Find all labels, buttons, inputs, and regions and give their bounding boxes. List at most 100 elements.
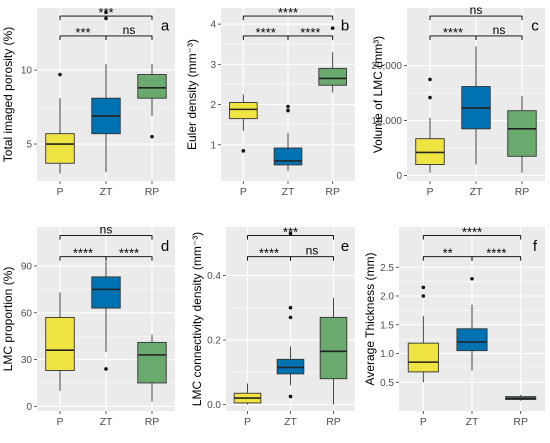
bracket-line bbox=[429, 15, 523, 21]
significance-label: *** bbox=[283, 225, 298, 240]
y-tick-label: 20,000 bbox=[371, 61, 402, 72]
significance-label: ns bbox=[493, 23, 506, 37]
bracket-line bbox=[287, 35, 334, 40]
box-p bbox=[45, 72, 75, 174]
iqr-box bbox=[137, 74, 167, 99]
iqr-box bbox=[137, 341, 167, 384]
outlier-point bbox=[428, 77, 432, 82]
bracket-line bbox=[59, 235, 153, 240]
outlier-point bbox=[104, 16, 108, 21]
x-tick-label-p: P bbox=[56, 186, 63, 198]
y-tick-label: 1.0 bbox=[380, 349, 394, 360]
x-tick-label-rp: RP bbox=[145, 186, 160, 198]
box-p bbox=[45, 292, 75, 391]
panel-letter: a bbox=[161, 17, 170, 34]
bracket-line bbox=[422, 235, 522, 240]
x-tick-label-rp: RP bbox=[145, 416, 160, 428]
y-tick-label: 10,000 bbox=[371, 116, 402, 127]
box-p bbox=[407, 285, 439, 383]
iqr-box bbox=[456, 328, 488, 352]
outlier-point bbox=[104, 10, 108, 15]
outlier-point bbox=[286, 104, 290, 109]
panel-e: 0.0 0.2 0.4 P ZT RP LMC connectivity density (… bbox=[190, 225, 355, 428]
significance-bracket: ns bbox=[59, 223, 153, 240]
panel-letter: d bbox=[161, 238, 169, 255]
y-tick-label: 0 bbox=[26, 402, 32, 413]
bracket-line bbox=[242, 15, 334, 21]
significance-label: ns bbox=[470, 3, 483, 17]
box-rp bbox=[505, 394, 537, 401]
y-axis-title: Volume of LMC (mm³) bbox=[371, 36, 385, 153]
iqr-box bbox=[276, 358, 305, 375]
outlier-point bbox=[470, 276, 474, 281]
panel-letter: f bbox=[533, 238, 538, 255]
outlier-point bbox=[421, 294, 426, 298]
box-zt bbox=[461, 46, 491, 165]
y-tick-label: 1.5 bbox=[380, 320, 394, 331]
y-tick-label: 4 bbox=[210, 20, 216, 31]
box-zt bbox=[276, 231, 305, 399]
x-tick-label-p: P bbox=[244, 416, 251, 428]
y-tick-label: 5 bbox=[26, 140, 32, 151]
significance-label: *** bbox=[75, 25, 90, 40]
x-tick-label-rp: RP bbox=[326, 416, 341, 428]
outlier-point bbox=[288, 315, 293, 320]
outlier-point bbox=[150, 134, 154, 139]
y-axis-title: Euler density (mm⁻³) bbox=[185, 39, 199, 150]
x-tick-label-zt: ZT bbox=[100, 416, 113, 428]
outlier-point bbox=[421, 285, 426, 290]
significance-bracket: ns bbox=[105, 23, 153, 40]
iqr-box bbox=[507, 110, 537, 157]
y-tick-label: 0.0 bbox=[207, 400, 221, 411]
box-rp bbox=[318, 26, 347, 93]
outlier-point bbox=[104, 367, 108, 371]
significance-label: **** bbox=[486, 246, 506, 261]
panel-letter: c bbox=[531, 17, 539, 34]
panel-f: 0.5 1.0 1.5 2.0 2.5 P ZT RP Average Thickness (m… bbox=[363, 225, 545, 428]
significance-bracket: *** bbox=[247, 225, 334, 240]
y-axis-title: Average Thickness (mm) bbox=[363, 253, 377, 386]
outlier-point bbox=[330, 26, 335, 30]
iqr-box bbox=[415, 138, 445, 165]
y-axis-title: LMC connectivity density (mm⁻³) bbox=[190, 232, 204, 406]
iqr-box bbox=[407, 342, 439, 373]
significance-bracket: **** bbox=[471, 246, 522, 261]
y-tick-label: 2.0 bbox=[380, 292, 394, 303]
box-p bbox=[415, 77, 445, 173]
y-tick-label: 2 bbox=[210, 100, 216, 111]
y-tick-label: 0.5 bbox=[380, 378, 394, 389]
box-zt bbox=[273, 104, 303, 171]
x-tick-label-zt: ZT bbox=[466, 416, 479, 428]
significance-bracket: **** bbox=[422, 225, 522, 240]
significance-bracket: ns bbox=[429, 3, 523, 21]
y-tick-label: 60 bbox=[21, 308, 33, 319]
x-tick-label-p: P bbox=[426, 186, 433, 198]
significance-label: **** bbox=[259, 246, 279, 261]
y-tick-label: 30 bbox=[21, 355, 33, 366]
x-tick-label-zt: ZT bbox=[282, 186, 295, 198]
bracket-line bbox=[471, 256, 522, 261]
bracket-line bbox=[247, 235, 334, 240]
iqr-box bbox=[45, 133, 75, 164]
outlier-point bbox=[241, 149, 246, 153]
box-zt bbox=[91, 261, 121, 371]
x-tick-label-rp: RP bbox=[515, 186, 530, 198]
x-tick-label-p: P bbox=[56, 416, 63, 428]
iqr-box bbox=[45, 316, 75, 371]
x-tick-label-rp: RP bbox=[325, 186, 340, 198]
y-tick-label: 0.4 bbox=[207, 271, 221, 282]
y-axis-title: LMC proportion (%) bbox=[1, 267, 15, 372]
significance-label: **** bbox=[300, 25, 320, 40]
outlier-point bbox=[288, 231, 293, 236]
outlier-point bbox=[428, 95, 432, 100]
x-tick-label-rp: RP bbox=[513, 416, 528, 428]
outlier-point bbox=[288, 305, 293, 310]
iqr-box bbox=[319, 316, 348, 380]
bracket-line bbox=[59, 15, 153, 21]
x-tick-label-p: P bbox=[240, 186, 247, 198]
outlier-point bbox=[288, 394, 293, 399]
y-tick-label: 1 bbox=[210, 140, 216, 151]
y-tick-label: 2.5 bbox=[380, 263, 394, 274]
